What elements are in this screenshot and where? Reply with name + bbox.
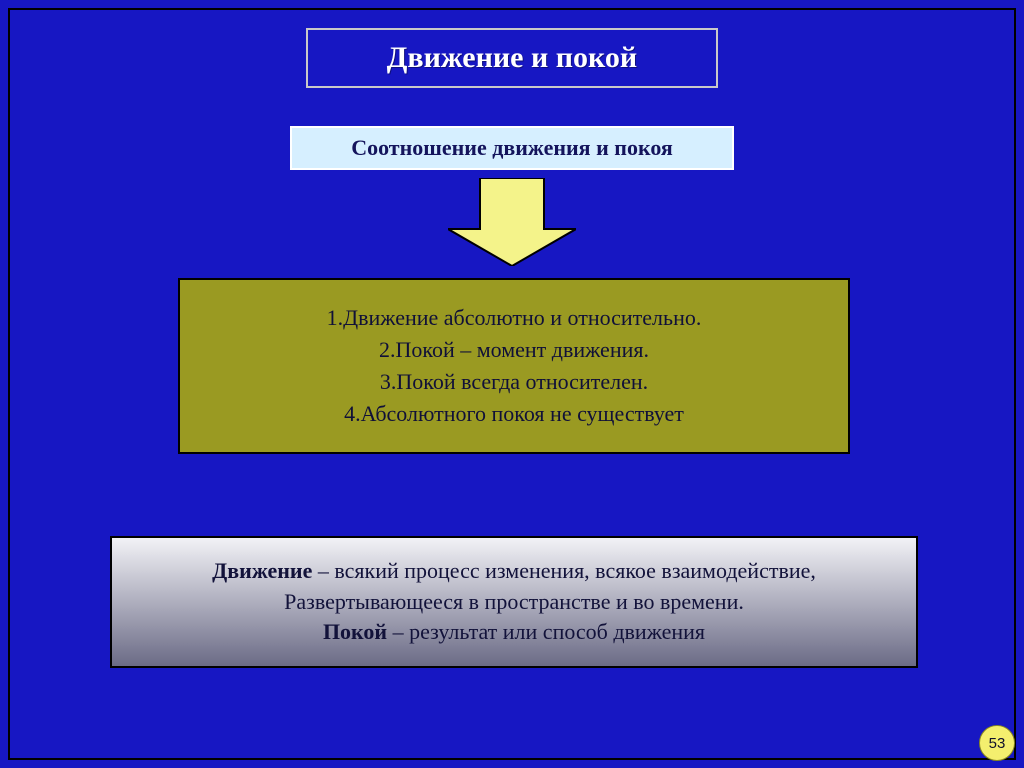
definition-rest: – всякий процесс изменения, всякое взаим… [312, 558, 816, 583]
definition-term: Покой [323, 619, 387, 644]
definition-line: Движение – всякий процесс изменения, вся… [212, 556, 816, 587]
definitions-box: Движение – всякий процесс изменения, вся… [110, 536, 918, 668]
list-item: 4.Абсолютного покоя не существует [344, 398, 684, 430]
page-number-badge: 53 [979, 725, 1015, 761]
slide-root: Движение и покой Соотношение движения и … [0, 0, 1024, 768]
definition-term: Движение [212, 558, 312, 583]
list-item: 1.Движение абсолютно и относительно. [327, 302, 702, 334]
definition-rest: Развертывающееся в пространстве и во вре… [284, 589, 744, 614]
list-item: 2.Покой – момент движения. [379, 334, 649, 366]
definition-line: Развертывающееся в пространстве и во вре… [284, 587, 744, 618]
page-number: 53 [989, 735, 1006, 752]
down-arrow-icon [448, 178, 576, 266]
list-item: 3.Покой всегда относителен. [380, 366, 648, 398]
title-text: Движение и покой [387, 41, 637, 75]
title-box: Движение и покой [306, 28, 718, 88]
definition-line: Покой – результат или способ движения [323, 617, 705, 648]
list-box: 1.Движение абсолютно и относительно. 2.П… [178, 278, 850, 454]
subtitle-box: Соотношение движения и покоя [290, 126, 734, 170]
definition-rest: – результат или способ движения [387, 619, 705, 644]
subtitle-text: Соотношение движения и покоя [351, 135, 673, 161]
